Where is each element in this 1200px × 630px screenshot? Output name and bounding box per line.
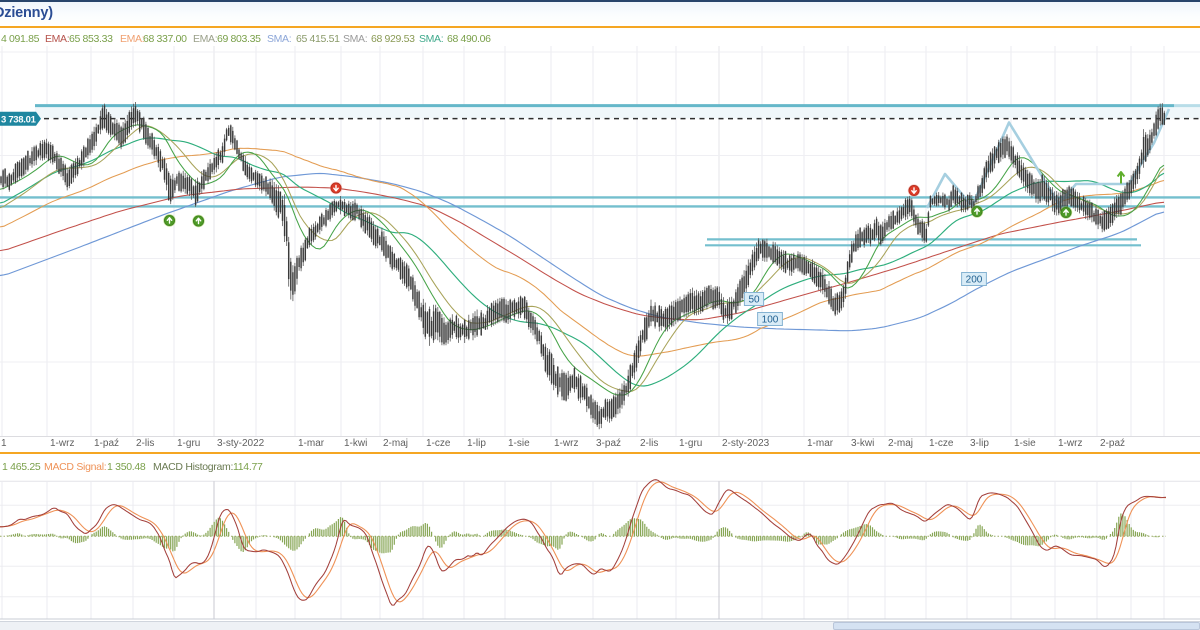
svg-text:50: 50 xyxy=(748,295,760,306)
svg-text:100: 100 xyxy=(762,315,779,326)
svg-text:3 738.01: 3 738.01 xyxy=(1,115,37,126)
svg-text:200: 200 xyxy=(966,275,983,286)
